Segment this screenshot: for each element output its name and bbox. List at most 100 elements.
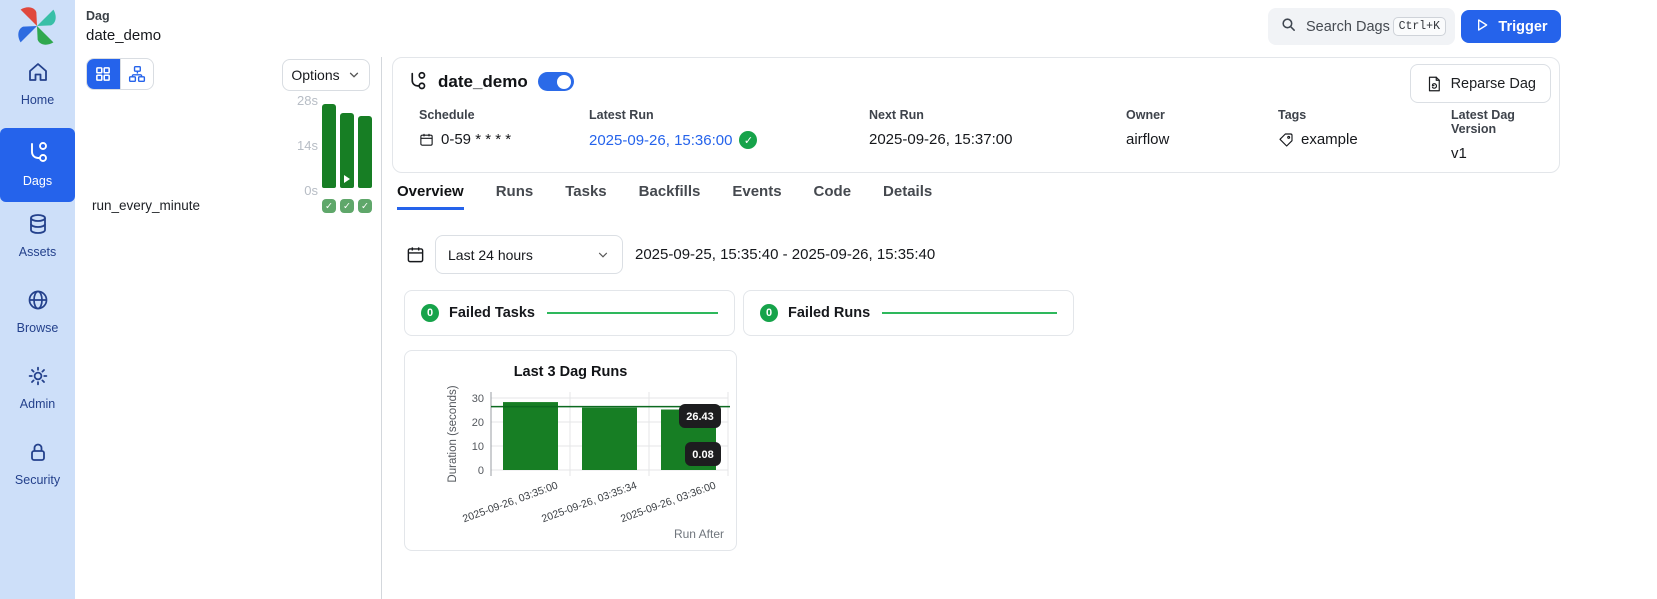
sidebar-item-label: Home: [20, 93, 55, 107]
options-label: Options: [291, 67, 340, 83]
reparse-icon: [1428, 76, 1440, 91]
breadcrumb-dag-name: date_demo: [86, 27, 162, 44]
sidebar-item-security[interactable]: Security: [0, 440, 75, 487]
mini-run-bar[interactable]: [322, 104, 336, 188]
play-icon: [1474, 17, 1490, 37]
sidebar-item-label: Admin: [19, 397, 56, 411]
lock-icon: [26, 443, 50, 468]
duration-annotation-badge: [685, 442, 721, 466]
y-tick-label: 0: [478, 465, 484, 477]
chart-title: Last 3 Dag Runs: [513, 364, 628, 380]
view-toggle: [86, 58, 154, 90]
field-next-run: Next Run 2025-09-26, 15:37:00: [869, 108, 1013, 148]
globe-icon: [26, 290, 50, 316]
tab-events[interactable]: Events: [732, 183, 782, 200]
time-range-selected: Last 24 hours: [448, 246, 533, 263]
dag-branch-icon: [26, 142, 50, 169]
mini-run-bar[interactable]: [358, 116, 372, 188]
task-name[interactable]: run_every_minute: [92, 198, 201, 213]
failed-runs-count: 0: [760, 304, 778, 322]
options-dropdown[interactable]: Options: [282, 59, 370, 91]
pinwheel-logo-icon: [18, 7, 56, 45]
dag-run-duration-bar[interactable]: [503, 402, 558, 470]
tab-code[interactable]: Code: [813, 183, 852, 200]
tag-icon: [1279, 132, 1293, 147]
mini-run-bar[interactable]: [340, 113, 354, 188]
breadcrumb: Dag: [86, 9, 110, 23]
tab-overview[interactable]: Overview: [397, 183, 464, 210]
dag-title: date_demo: [438, 71, 528, 91]
reparse-dag-button[interactable]: Reparse Dag: [1409, 64, 1551, 103]
tag-example[interactable]: example: [1301, 131, 1358, 148]
sidebar-item-home[interactable]: Home: [0, 60, 75, 107]
grid-icon: [96, 67, 111, 81]
field-tags: Tags example: [1278, 108, 1358, 148]
svg-text:0.08: 0.08: [692, 449, 713, 461]
trend-line: [882, 312, 1057, 314]
failed-tasks-card[interactable]: 0 Failed Tasks: [404, 290, 735, 336]
dag-tabs: Overview Runs Tasks Backfills Events Cod…: [397, 183, 932, 210]
airflow-logo[interactable]: [15, 5, 59, 47]
trend-line: [546, 312, 718, 314]
search-placeholder: Search Dags: [1306, 18, 1390, 35]
failed-runs-label: Failed Runs: [788, 305, 871, 321]
success-check-badge: ✓: [739, 131, 758, 149]
home-icon: [26, 63, 50, 88]
calendar-icon: [420, 133, 433, 146]
sidebar-item-assets[interactable]: Assets: [0, 212, 75, 259]
tab-tasks[interactable]: Tasks: [565, 183, 607, 200]
time-filter-row: Last 24 hours 2025-09-25, 15:35:40 - 202…: [406, 235, 935, 274]
field-schedule: Schedule 0-59 * * * *: [419, 108, 512, 148]
mini-chart-ytick: 14s: [297, 138, 318, 153]
trigger-button[interactable]: Trigger: [1461, 10, 1561, 43]
field-latest-dag-version: Latest Dag Version v1: [1451, 108, 1515, 162]
tab-runs[interactable]: Runs: [495, 183, 534, 200]
panel-divider[interactable]: [381, 57, 382, 599]
sidebar-item-label: Browse: [16, 321, 59, 335]
sidebar-item-browse[interactable]: Browse: [0, 288, 75, 335]
task-success-badge[interactable]: ✓: [340, 199, 354, 213]
sidebar-item-admin[interactable]: Admin: [0, 364, 75, 411]
calendar-icon: [407, 247, 424, 263]
task-success-badge[interactable]: ✓: [322, 199, 336, 213]
sidebar-item-label: Dags: [22, 174, 53, 188]
database-icon: [26, 214, 50, 240]
dag-title-row: date_demo: [407, 71, 574, 92]
task-success-badge[interactable]: ✓: [358, 199, 372, 213]
run-status-badges: ✓ ✓ ✓: [322, 199, 376, 213]
x-axis-label: Run After: [673, 527, 724, 541]
graph-icon: [128, 65, 145, 83]
svg-text:26.43: 26.43: [686, 411, 714, 423]
gear-icon: [26, 366, 50, 392]
time-range-select[interactable]: Last 24 hours: [435, 235, 623, 274]
sidebar-item-label: Security: [14, 473, 61, 487]
dag-enabled-toggle[interactable]: [537, 72, 574, 91]
sidebar-item-dags[interactable]: Dags: [0, 128, 75, 202]
trigger-label: Trigger: [1498, 18, 1548, 35]
last-dag-runs-card: Last 3 Dag Runs 0 10 20 30 2025-09-26, 03:35…: [404, 350, 737, 551]
search-dags-input[interactable]: Search Dags Ctrl+K: [1268, 8, 1455, 45]
running-indicator-icon: [344, 175, 350, 183]
dag-branch-icon: [411, 71, 426, 90]
failed-tasks-label: Failed Tasks: [449, 305, 535, 321]
mini-chart-ytick: 28s: [297, 93, 318, 108]
failed-tasks-count: 0: [421, 304, 439, 322]
y-axis-label: Duration (seconds): [447, 385, 459, 482]
search-shortcut-kbd: Ctrl+K: [1392, 17, 1446, 36]
tab-details[interactable]: Details: [883, 183, 933, 200]
graph-view-button[interactable]: [119, 59, 154, 89]
reparse-label: Reparse Dag: [1450, 75, 1536, 92]
sidebar: Home Dags Assets: [0, 0, 75, 599]
grid-view-button[interactable]: [87, 59, 120, 89]
y-tick-label: 20: [472, 417, 484, 429]
failed-runs-card[interactable]: 0 Failed Runs: [743, 290, 1074, 336]
field-latest-run: Latest Run 2025-09-26, 15:36:00 ✓: [589, 108, 758, 149]
search-icon: [1280, 16, 1297, 38]
mini-run-duration-bars: [322, 104, 376, 188]
y-tick-label: 10: [472, 441, 484, 453]
dag-run-duration-bar[interactable]: [582, 407, 637, 470]
latest-run-link[interactable]: 2025-09-26, 15:36:00: [589, 131, 733, 149]
tab-backfills[interactable]: Backfills: [638, 183, 701, 200]
